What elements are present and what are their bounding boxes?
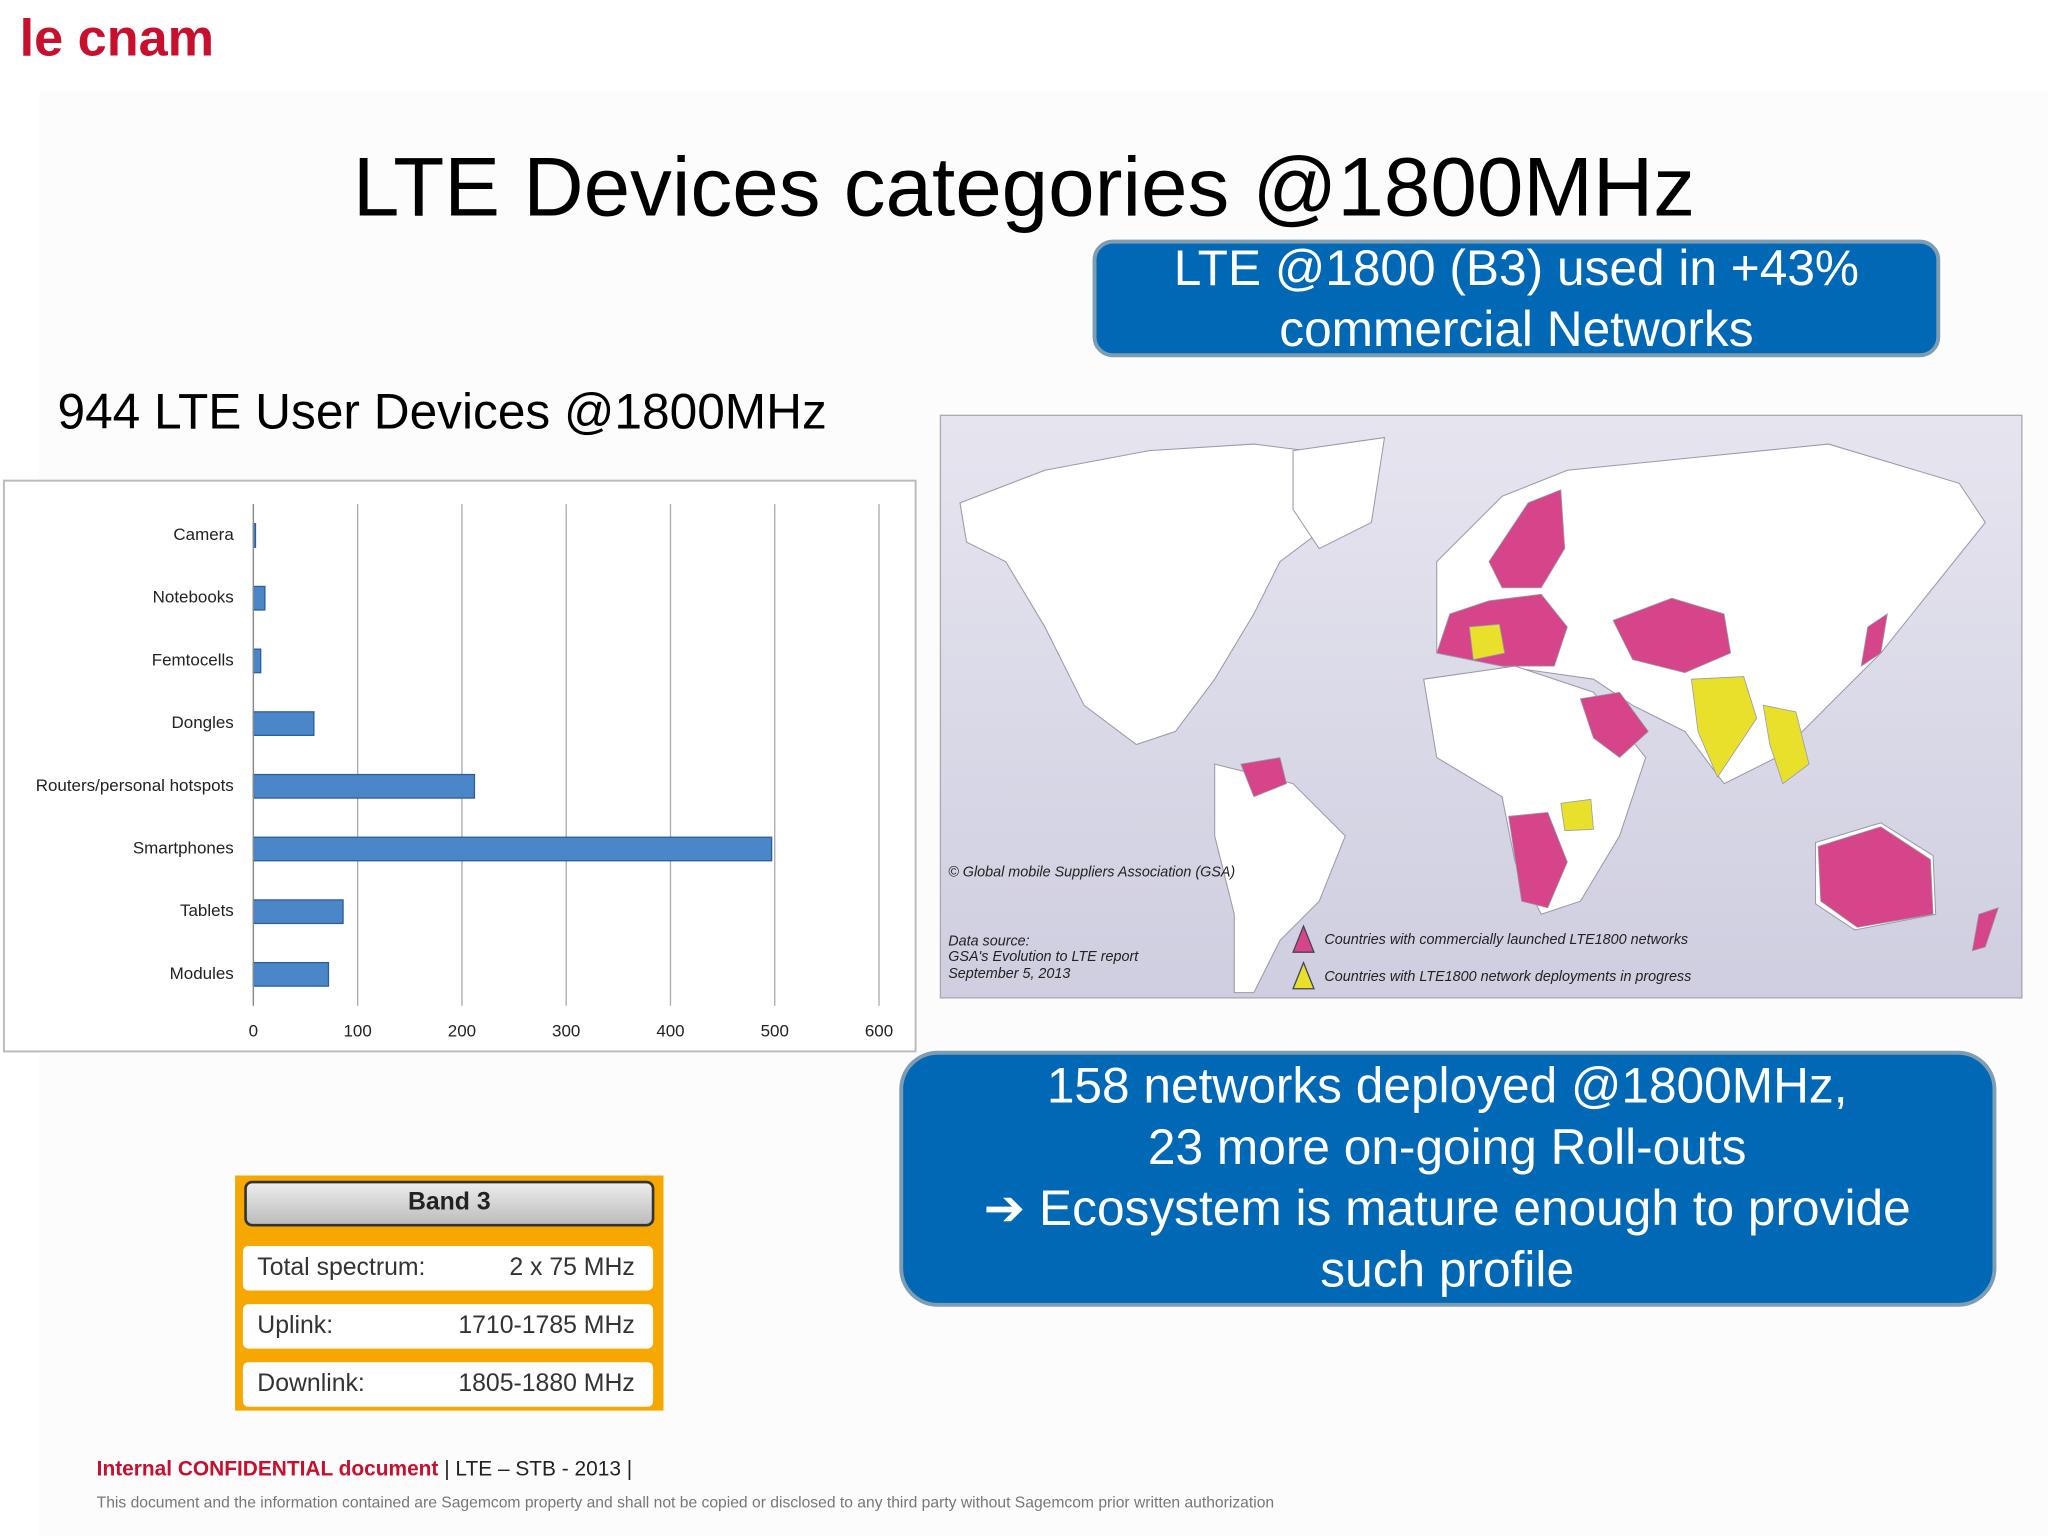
map-source: September 5, 2013 xyxy=(948,966,1070,982)
band-table: Band 3 Total spectrum: 2 x 75 MHz Uplink: 1… xyxy=(235,1175,664,1411)
country xyxy=(1560,798,1594,832)
logo: le cnam xyxy=(20,10,215,68)
legend-marker xyxy=(1292,924,1315,953)
y-tick-label: Smartphones xyxy=(133,838,234,857)
continent xyxy=(1214,763,1346,994)
x-tick-label: 100 xyxy=(344,1021,372,1040)
country xyxy=(1488,489,1566,589)
x-tick-label: 300 xyxy=(552,1021,580,1040)
country xyxy=(1817,826,1934,928)
chart-frame xyxy=(2,479,917,1053)
callout-top-line: commercial Networks xyxy=(1279,301,1753,357)
map-copyright: © Global mobile Suppliers Association (G… xyxy=(948,864,1235,880)
row-label: Uplink: xyxy=(257,1312,333,1339)
row-label: Total spectrum: xyxy=(257,1254,425,1281)
bar xyxy=(252,899,344,925)
country xyxy=(1860,613,1888,667)
table-header xyxy=(244,1180,655,1227)
continent xyxy=(959,443,1360,746)
y-tick-label: Dongles xyxy=(172,713,234,732)
bar xyxy=(252,836,773,862)
y-tick-label: Camera xyxy=(173,525,234,544)
footer-confidential: Internal CONFIDENTIAL document xyxy=(97,1457,439,1480)
row-label: Downlink: xyxy=(257,1370,365,1397)
y-tick-label: Routers/personal hotspots xyxy=(36,776,234,795)
bar-chart: 0 100 200 300 400 500 600 Camera Notebooks Femtoc… xyxy=(36,504,893,1040)
x-tick-label: 200 xyxy=(448,1021,476,1040)
legend-marker xyxy=(1292,960,1315,990)
country xyxy=(1762,704,1810,785)
bar xyxy=(252,773,476,799)
y-tick-label: Notebooks xyxy=(153,588,234,607)
bar xyxy=(252,711,315,736)
table-title: Band 3 xyxy=(408,1188,491,1215)
callout-bottom-line: 158 networks deployed @1800MHz, xyxy=(1047,1057,1848,1113)
table-row xyxy=(242,1362,654,1407)
title: LTE Devices categories @1800MHz xyxy=(353,139,1695,233)
callout-bottom-line: ➔ Ecosystem is mature enough to provide xyxy=(984,1180,1911,1236)
x-tick-label: 0 xyxy=(249,1021,258,1040)
callout-top-box xyxy=(1092,239,1941,358)
row-value: 1805-1880 MHz xyxy=(458,1370,634,1397)
table-row xyxy=(242,1304,654,1349)
subtitle: 944 LTE User Devices @1800MHz xyxy=(57,383,826,439)
callout-bottom-box xyxy=(899,1050,1997,1307)
row-value: 2 x 75 MHz xyxy=(509,1254,634,1281)
country xyxy=(1508,811,1568,909)
country xyxy=(1690,676,1758,778)
map-source: GSA's Evolution to LTE report xyxy=(948,949,1139,965)
y-tick-label: Modules xyxy=(170,964,234,983)
y-tick-label: Tablets xyxy=(180,901,234,920)
bar xyxy=(252,648,262,674)
country xyxy=(1240,757,1287,798)
callout-bottom-line: such profile xyxy=(1320,1242,1574,1298)
country xyxy=(1468,623,1506,661)
footer-disclaimer: This document and the information contai… xyxy=(97,1494,1274,1511)
x-tick-label: 400 xyxy=(656,1021,684,1040)
row-value: 1710-1785 MHz xyxy=(458,1312,634,1339)
legend-label: Countries with LTE1800 network deploymen… xyxy=(1324,969,1691,985)
country xyxy=(1436,593,1568,667)
footer: Internal CONFIDENTIAL document | LTE – S… xyxy=(97,1457,633,1480)
callout-bottom-line: 23 more on-going Roll-outs xyxy=(1148,1119,1747,1175)
x-tick-label: 500 xyxy=(761,1021,789,1040)
map: © Global mobile Suppliers Association (G… xyxy=(939,414,2023,999)
country xyxy=(1579,691,1649,759)
y-tick-label: Femtocells xyxy=(152,650,234,669)
map-source: Data source: xyxy=(948,934,1029,950)
country xyxy=(1612,597,1732,674)
legend-label: Countries with commercially launched LTE… xyxy=(1324,932,1688,948)
footer-reference: | LTE – STB - 2013 | xyxy=(438,1457,632,1480)
continent xyxy=(1292,436,1386,550)
callout-top-line: LTE @1800 (B3) used in +43% xyxy=(1174,240,1859,296)
table-row xyxy=(242,1246,654,1291)
bar xyxy=(252,585,266,611)
x-tick-label: 600 xyxy=(865,1021,893,1040)
bar xyxy=(252,961,330,987)
country xyxy=(1971,907,1999,952)
